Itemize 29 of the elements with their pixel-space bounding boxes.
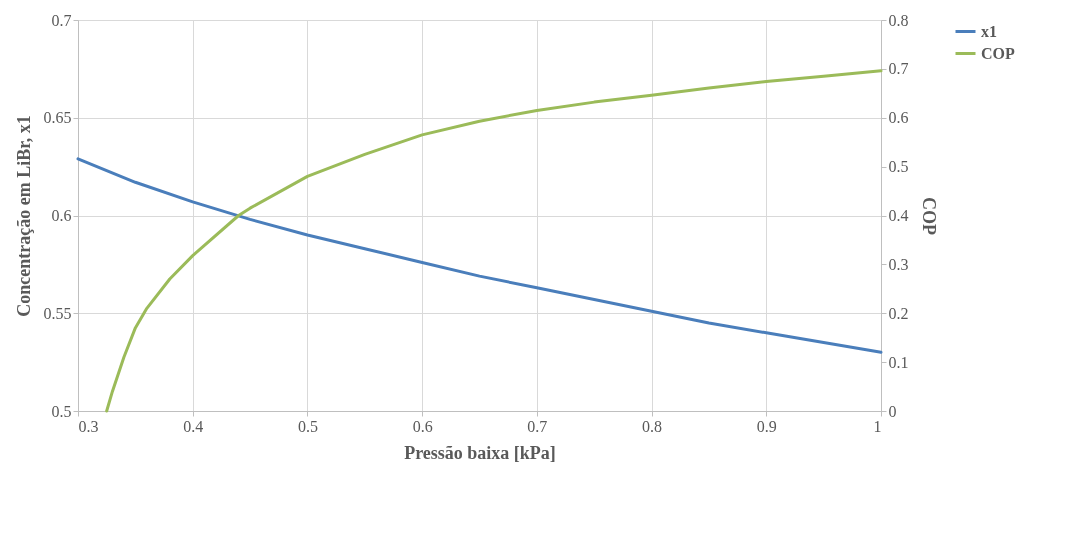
y2-tick-label: 0.4: [888, 207, 909, 224]
x-tick-label: 1: [873, 417, 882, 435]
y2-tick-label: 0.5: [888, 158, 909, 176]
x-tick-label: 0.7: [527, 417, 548, 435]
legend-label: COP: [981, 44, 1015, 62]
x-tick-label: 0.4: [183, 417, 204, 435]
line-series: [105, 69, 883, 413]
y-tick-label: 0.5: [51, 402, 72, 420]
x-tick-label: 0.9: [756, 417, 777, 435]
y2-tick-label: 0.2: [888, 304, 909, 322]
y-tick-label: 0.55: [43, 304, 72, 322]
line-series: [76, 157, 883, 354]
y-axis-title: Concentração em LiBr, x1: [13, 115, 34, 317]
x-tick-label: 0.8: [642, 417, 663, 435]
y-tick-label: 0.65: [43, 109, 72, 127]
x-tick-label: 0.3: [78, 417, 99, 435]
y2-tick-label: 0.7: [888, 60, 909, 78]
y2-tick-label: 0.1: [888, 353, 909, 371]
x-tick-label: 0.5: [297, 417, 318, 435]
y2-axis-title: COP: [918, 197, 939, 235]
y-tick-label: 0.7: [51, 11, 72, 29]
y2-tick-label: 0.3: [888, 255, 909, 273]
x-tick-label: 0.6: [412, 417, 433, 435]
y-tick-label: 0.6: [51, 207, 72, 224]
y2-tick-label: 0.6: [888, 109, 909, 127]
x-axis-title: Pressão baixa [kPa]: [404, 442, 556, 463]
y2-tick-label: 0.8: [888, 11, 909, 29]
legend-label: x1: [981, 22, 997, 40]
y2-tick-label: 0: [888, 402, 897, 420]
